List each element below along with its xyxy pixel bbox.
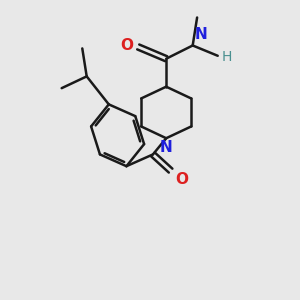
Text: N: N: [195, 27, 208, 42]
Text: O: O: [175, 172, 188, 187]
Text: N: N: [160, 140, 172, 155]
Text: H: H: [221, 50, 232, 64]
Text: O: O: [120, 38, 133, 53]
